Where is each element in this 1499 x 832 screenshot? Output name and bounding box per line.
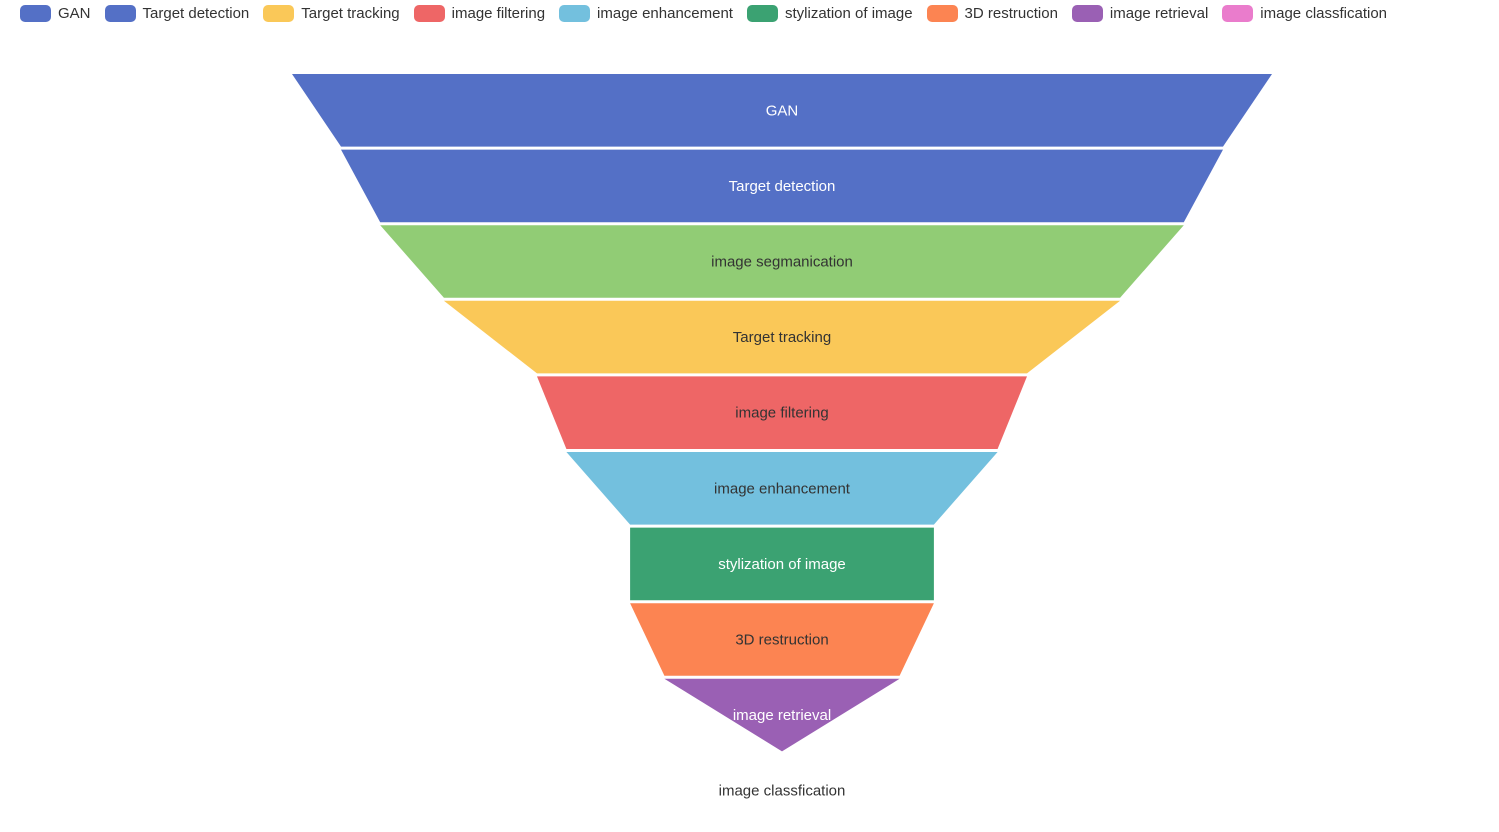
legend-label: image enhancement <box>597 4 733 22</box>
funnel-label: image classfication <box>719 783 846 800</box>
funnel-label: stylization of image <box>718 556 846 573</box>
legend-item[interactable]: image retrieval <box>1071 4 1209 22</box>
funnel-segment[interactable] <box>443 300 1121 374</box>
funnel-segment[interactable] <box>566 452 998 525</box>
funnel-label: image filtering <box>735 405 828 422</box>
legend-item[interactable]: GAN <box>20 4 91 22</box>
legend-label: Target detection <box>142 4 250 22</box>
legend-item[interactable]: image classfication <box>1222 4 1388 22</box>
funnel-label: Target tracking <box>733 329 831 346</box>
legend-label: 3D restruction <box>964 4 1058 22</box>
funnel-segment[interactable] <box>630 527 934 601</box>
funnel-label: image retrieval <box>733 707 831 724</box>
legend-swatch <box>263 4 295 22</box>
legend-label: image filtering <box>451 4 546 22</box>
legend-swatch <box>413 4 445 22</box>
legend-label: GAN <box>58 4 91 22</box>
legend-swatch <box>1071 4 1103 22</box>
funnel-segment[interactable] <box>341 149 1223 223</box>
funnel-segment[interactable] <box>664 678 900 752</box>
funnel-label: GAN <box>766 102 799 119</box>
legend-item[interactable]: image enhancement <box>559 4 733 22</box>
funnel-label: image enhancement <box>714 480 851 497</box>
legend-item[interactable]: Target tracking <box>263 4 400 22</box>
funnel-segment[interactable] <box>380 225 1184 298</box>
funnel-label: image segmanication <box>711 254 853 271</box>
legend-label: image classfication <box>1260 4 1388 22</box>
legend-item[interactable]: 3D restruction <box>926 4 1058 22</box>
legend-swatch <box>746 4 778 22</box>
funnel-label: Target detection <box>729 178 836 195</box>
funnel-segment[interactable] <box>292 74 1272 147</box>
legend-item[interactable]: Target detection <box>104 4 250 22</box>
legend-swatch <box>20 4 51 22</box>
chart-legend: GAN Target detection Target tracking image … <box>20 3 1401 23</box>
legend-label: image retrieval <box>1109 4 1209 22</box>
legend-item[interactable]: stylization of image <box>746 4 913 22</box>
funnel-segment[interactable] <box>630 603 934 676</box>
funnel-label: 3D restruction <box>735 632 828 649</box>
legend-item[interactable]: image filtering <box>413 4 546 22</box>
legend-swatch <box>1222 4 1254 22</box>
legend-swatch <box>104 4 136 22</box>
legend-swatch <box>559 4 591 22</box>
legend-label: stylization of image <box>784 4 913 22</box>
funnel-segment[interactable] <box>537 376 1027 449</box>
legend-label: Target tracking <box>301 4 400 22</box>
legend-swatch <box>926 4 958 22</box>
